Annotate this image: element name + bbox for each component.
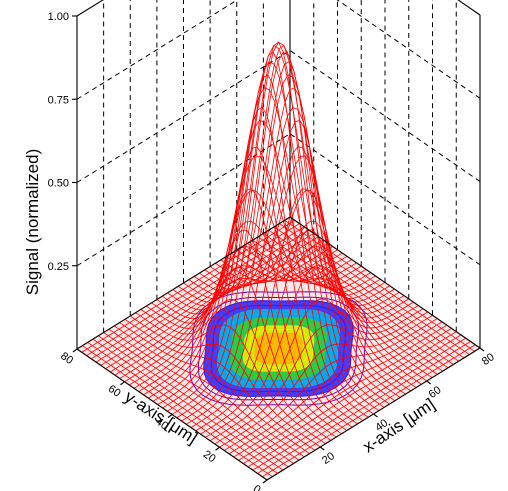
mesh-line-y xyxy=(209,298,424,442)
mesh-line-y xyxy=(243,331,457,464)
contour-line xyxy=(210,304,347,393)
y-tick xyxy=(262,479,268,484)
x-tick xyxy=(319,446,325,451)
mesh-line-y xyxy=(228,321,443,455)
mesh-line-y xyxy=(195,188,409,432)
mesh-line-y xyxy=(171,41,386,415)
contour-line xyxy=(242,325,315,372)
contour-line xyxy=(230,317,327,380)
mesh-line-y xyxy=(110,239,324,373)
mesh-line-y xyxy=(143,190,357,396)
z-axis-label: Signal (normalized) xyxy=(23,149,42,295)
mesh-line-y xyxy=(81,219,295,353)
front-box-frame xyxy=(72,15,485,484)
mesh-line-y xyxy=(167,45,381,412)
y-tick-label: 20 xyxy=(201,448,218,465)
y-tick-label: 0 xyxy=(251,483,263,491)
mesh-line-y xyxy=(257,341,471,474)
mesh-line-y xyxy=(252,337,466,471)
z-tick-label: 0.25 xyxy=(48,261,69,273)
contour-line xyxy=(197,296,360,401)
mesh-line-y xyxy=(224,318,438,451)
mesh-line-y xyxy=(86,223,300,356)
mesh-line-y xyxy=(95,229,310,363)
mesh-line-y xyxy=(214,311,428,445)
x-tick-label: 20 xyxy=(320,450,337,467)
contour-line xyxy=(223,313,334,384)
z-tick-label: 0.50 xyxy=(48,178,69,190)
gridline xyxy=(289,50,481,182)
mesh-line-y xyxy=(114,242,329,376)
surface-mesh xyxy=(76,41,481,481)
x-tick xyxy=(479,347,485,352)
y-tick xyxy=(72,348,78,353)
mesh-line-y xyxy=(129,252,343,386)
mesh-line-y xyxy=(124,249,338,383)
mesh-line-y xyxy=(238,328,452,461)
mesh-line-y xyxy=(148,155,362,399)
y-tick-label: 60 xyxy=(106,383,123,400)
gridline xyxy=(76,50,291,183)
y-tick xyxy=(215,446,220,451)
z-tick-label: 1.00 xyxy=(48,11,69,23)
x-tick-label: 60 xyxy=(427,384,444,401)
box-edge xyxy=(289,216,481,349)
gridline xyxy=(289,133,481,266)
mesh-line-y xyxy=(200,229,414,435)
mesh-line-y xyxy=(100,233,314,366)
mesh-line-y xyxy=(262,344,476,478)
mesh-line-y xyxy=(247,334,462,468)
mesh-line-y xyxy=(233,324,447,458)
mesh-line-y xyxy=(91,226,305,360)
mesh-line-y xyxy=(152,120,367,402)
mesh-line-y xyxy=(105,236,319,369)
y-tick-label: 80 xyxy=(58,350,75,367)
mesh-line-y xyxy=(176,51,390,419)
z-tick-label: 0.75 xyxy=(48,94,69,106)
x-tick xyxy=(373,413,378,418)
gridline xyxy=(336,0,481,99)
box-edge xyxy=(76,216,291,350)
mesh-line-y xyxy=(181,74,395,422)
y-tick-label: 40 xyxy=(153,416,170,433)
x-tick-label: 40 xyxy=(373,417,390,434)
mesh-line-y xyxy=(219,314,433,448)
mesh-line-y xyxy=(205,266,419,438)
mesh-line-y xyxy=(162,61,376,409)
mesh-line-y xyxy=(190,146,405,428)
contour-line xyxy=(217,308,340,389)
mesh-line-y xyxy=(119,246,333,379)
contour-line xyxy=(261,337,296,360)
x-tick-label: 80 xyxy=(480,351,497,368)
mesh-line-y xyxy=(138,220,352,392)
x-tick xyxy=(426,380,432,385)
y-tick xyxy=(120,381,125,386)
y-tick xyxy=(167,414,173,418)
mesh-line-y xyxy=(157,87,371,405)
